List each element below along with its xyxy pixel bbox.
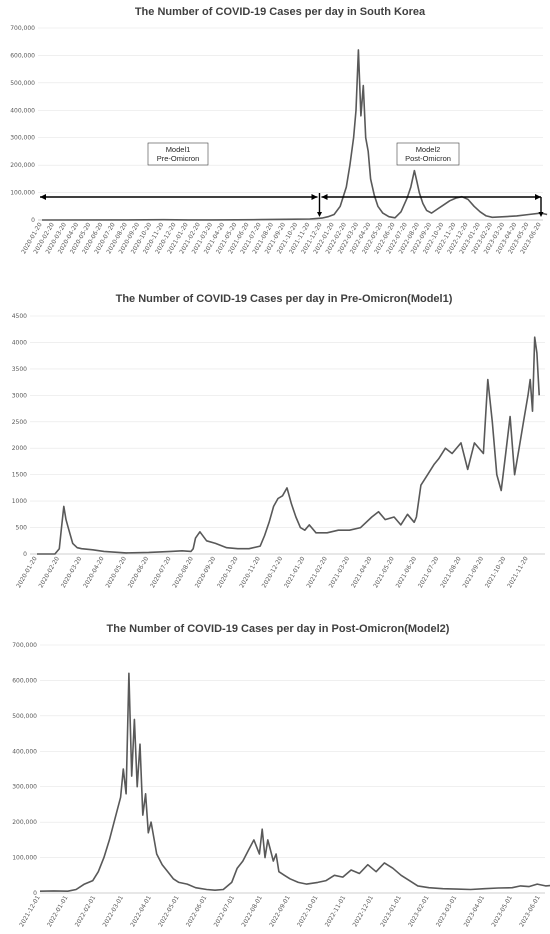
annotation-line2: Pre-Omicron	[157, 154, 200, 163]
y-tick-label: 400,000	[12, 748, 37, 755]
x-tick-label: 2022-04-01	[129, 894, 153, 928]
x-tick-label: 2020-10-20	[216, 555, 240, 589]
y-tick-label: 0	[31, 217, 35, 224]
chart-overview: The Number of COVID-19 Cases per day in …	[10, 6, 548, 255]
y-tick-label: 400,000	[10, 107, 35, 114]
y-tick-label: 100,000	[10, 190, 35, 197]
x-tick-label: 2022-02-01	[74, 894, 98, 928]
x-tick-label: 2020-08-20	[171, 555, 195, 589]
y-tick-label: 100,000	[12, 855, 37, 862]
series-line	[37, 336, 540, 555]
x-tick-label: 2020-02-20	[38, 555, 62, 589]
x-tick-label: 2023-03-01	[435, 894, 459, 928]
arrowhead	[321, 194, 328, 200]
annotation-line1: Model1	[166, 145, 191, 154]
x-tick-label: 2021-08-20	[439, 555, 463, 589]
chart-pre-omicron: The Number of COVID-19 Cases per day in …	[12, 293, 545, 589]
y-tick-label: 3000	[12, 392, 27, 399]
chart-title: The Number of COVID-19 Cases per day in …	[116, 293, 453, 305]
chart-post-omicron: The Number of COVID-19 Cases per day in …	[12, 623, 550, 928]
y-tick-label: 1000	[12, 498, 27, 505]
x-tick-label: 2022-07-01	[213, 894, 237, 928]
series-line	[39, 672, 550, 892]
x-tick-label: 2021-04-20	[350, 555, 374, 589]
x-tick-label: 2022-10-01	[296, 894, 320, 928]
x-tick-label: 2021-06-20	[395, 555, 419, 589]
x-tick-label: 2022-06-01	[185, 894, 209, 928]
x-tick-label: 2021-07-20	[417, 555, 441, 589]
x-tick-label: 2022-08-01	[240, 894, 264, 928]
chart-title: The Number of COVID-19 Cases per day in …	[107, 623, 450, 635]
y-tick-label: 600,000	[12, 677, 37, 684]
y-tick-label: 0	[33, 890, 37, 897]
x-tick-label: 2023-06-01	[518, 894, 542, 928]
model1-label-box	[147, 142, 209, 166]
x-tick-label: 2021-10-20	[484, 555, 508, 589]
x-tick-label: 2020-01-20	[15, 555, 39, 589]
y-tick-label: 200,000	[12, 819, 37, 826]
arrowhead	[316, 212, 322, 217]
y-tick-label: 600,000	[10, 52, 35, 59]
x-tick-label: 2021-01-20	[283, 555, 307, 589]
y-tick-label: 2000	[12, 445, 27, 452]
y-tick-label: 500	[16, 525, 28, 532]
y-tick-label: 1500	[12, 472, 27, 479]
x-tick-label: 2021-02-20	[305, 555, 329, 589]
arrowhead	[538, 212, 544, 217]
y-tick-label: 0	[23, 551, 27, 558]
y-tick-label: 500,000	[12, 713, 37, 720]
y-tick-label: 200,000	[10, 162, 35, 169]
y-tick-label: 3500	[12, 366, 27, 373]
x-tick-label: 2020-04-20	[82, 555, 106, 589]
x-tick-label: 2021-05-20	[372, 555, 396, 589]
x-tick-label: 2020-09-20	[194, 555, 218, 589]
x-tick-label: 2022-03-01	[102, 894, 126, 928]
x-tick-label: 2021-09-20	[462, 555, 486, 589]
y-tick-label: 4500	[12, 313, 27, 320]
x-tick-label: 2020-12-20	[261, 555, 285, 589]
x-tick-label: 2021-11-20	[506, 555, 530, 589]
x-tick-label: 2020-07-20	[149, 555, 173, 589]
x-tick-label: 2022-12-01	[352, 894, 376, 928]
chart-title: The Number of COVID-19 Cases per day in …	[135, 6, 426, 18]
y-tick-label: 4000	[12, 339, 27, 346]
x-tick-label: 2023-02-01	[407, 894, 431, 928]
x-tick-label: 2020-05-20	[105, 555, 129, 589]
x-tick-label: 2022-09-01	[268, 894, 292, 928]
x-tick-label: 2023-05-01	[490, 894, 514, 928]
y-tick-label: 300,000	[10, 135, 35, 142]
arrowhead	[311, 194, 318, 200]
y-tick-label: 300,000	[12, 784, 37, 791]
x-tick-label: 2020-06-20	[127, 555, 151, 589]
annotation-line1: Model2	[416, 145, 441, 154]
annotation-line2: Post-Omicron	[405, 154, 451, 163]
arrowhead	[535, 194, 541, 200]
y-tick-label: 2500	[12, 419, 27, 426]
series-line	[41, 49, 548, 221]
x-tick-label: 2023-04-01	[463, 894, 487, 928]
y-tick-label: 700,000	[10, 25, 35, 32]
x-tick-label: 2020-11-20	[238, 555, 262, 589]
x-tick-label: 2022-05-01	[157, 894, 181, 928]
x-tick-label: 2022-01-01	[46, 894, 70, 928]
x-tick-label: 2020-03-20	[60, 555, 84, 589]
x-tick-label: 2021-03-20	[328, 555, 352, 589]
x-tick-label: 2022-11-01	[324, 894, 348, 928]
x-tick-label: 2023-01-01	[379, 894, 403, 928]
y-tick-label: 500,000	[10, 80, 35, 87]
model2-label-box	[396, 142, 460, 166]
x-tick-label: 2021-12-01	[18, 894, 42, 928]
y-tick-label: 700,000	[12, 642, 37, 649]
arrowhead	[40, 194, 46, 200]
